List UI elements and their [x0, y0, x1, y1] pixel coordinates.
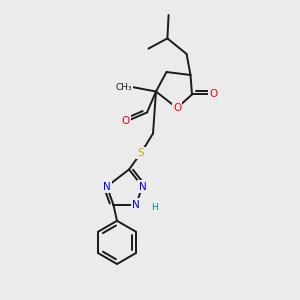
Text: N: N — [132, 200, 140, 210]
Text: N: N — [103, 182, 111, 192]
Text: CH₃: CH₃ — [116, 82, 132, 91]
Text: S: S — [138, 148, 144, 158]
Text: O: O — [209, 89, 217, 100]
Text: N: N — [139, 182, 146, 192]
Text: O: O — [173, 103, 181, 113]
Text: H: H — [151, 202, 158, 211]
Text: O: O — [122, 116, 130, 127]
